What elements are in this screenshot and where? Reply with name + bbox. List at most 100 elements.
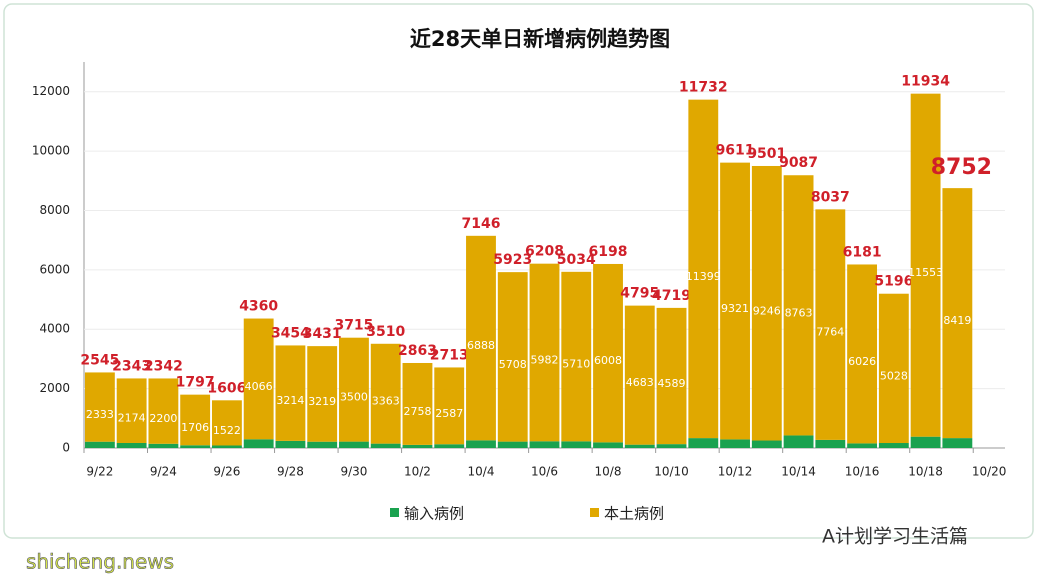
segment-label: 7764 [816,326,844,339]
y-tick-label: 2000 [39,381,70,395]
total-label: 5034 [557,252,596,268]
bar-segment [815,209,846,440]
y-tick-label: 8000 [39,203,70,217]
bar-segment [243,439,274,448]
bar-segment [466,235,496,441]
segment-label: 2333 [86,408,114,421]
bar-segment [910,436,941,448]
total-label: 11934 [901,74,950,90]
x-tick-label: 10/12 [718,465,753,479]
x-tick-label: 10/20 [972,465,1007,479]
segment-label: 9321 [721,302,749,315]
segment-label: 11553 [908,266,943,279]
bar-segment [529,263,560,442]
bar-segment [783,175,814,436]
segment-label: 2200 [149,412,177,425]
segment-label: 4066 [245,380,273,393]
total-label: 8037 [811,189,850,205]
total-label: 6181 [843,244,882,260]
total-label: 2343 [112,358,151,374]
bar-segment [656,444,687,448]
segment-label: 1522 [213,424,241,437]
bar-segment [211,400,242,446]
total-label: 4719 [652,288,691,304]
x-tick-label: 9/30 [340,465,367,479]
bar-segment [561,441,592,448]
segment-label: 8419 [943,314,971,327]
legend-label: 本土病例 [604,505,664,523]
x-tick-label: 10/4 [468,465,495,479]
segment-label: 11399 [686,270,721,283]
bar-segment [624,305,655,445]
bar-segment [402,444,433,448]
x-tick-label: 10/2 [404,465,431,479]
bar-segment [466,440,496,448]
total-label: 3510 [366,324,405,340]
total-label: 2342 [144,358,183,374]
x-tick-label: 10/6 [531,465,558,479]
legend-swatch [590,508,599,517]
y-tick-label: 6000 [39,262,70,276]
bar-segment [751,165,782,441]
bar-segment [116,378,147,443]
bar-segment [84,372,115,442]
bar-segment [751,440,782,448]
bar-segment [307,441,338,448]
segment-label: 6026 [848,355,876,368]
total-label: 3431 [303,326,342,342]
total-label: 7146 [461,216,500,232]
y-tick-label: 4000 [39,322,70,336]
x-tick-label: 9/28 [277,465,304,479]
segment-label: 3214 [276,394,304,407]
x-tick-label: 10/10 [654,465,689,479]
bar-segment [815,439,846,448]
total-label: 5923 [493,252,532,268]
y-tick-label: 0 [62,441,70,455]
y-tick-label: 12000 [32,84,70,98]
bar-segment [434,367,465,445]
bar-segment [243,318,274,440]
bar-segment [497,441,528,448]
bar-segment [593,263,623,443]
chart-title: 近28天单日新增病例趋势图 [410,27,670,51]
segment-label: 5708 [499,358,527,371]
bar-segment [720,162,750,440]
segment-label: 5028 [880,369,908,382]
total-label: 9501 [747,146,786,162]
chart-frame [3,3,1034,539]
bar-segment [847,443,878,448]
bar-segment [339,441,369,448]
total-label: 3454 [271,325,310,341]
legend-label: 输入病例 [404,505,464,523]
total-label: 5196 [874,274,913,290]
bar-segment [783,435,814,448]
bar-segment [370,443,401,448]
bar-segment [434,444,465,448]
total-label: 1797 [176,375,215,391]
segment-label: 3363 [372,395,400,408]
total-label: 6208 [525,244,564,260]
x-tick-label: 10/14 [781,465,816,479]
bar-segment [148,443,179,448]
total-label: 1606 [207,380,246,396]
bar-segment [688,438,719,448]
bar-segment [593,442,623,448]
total-label: 2713 [430,347,469,363]
bar-segment [720,439,750,448]
segment-label: 6008 [594,354,622,367]
bar-segment [307,346,338,442]
bar-segment [942,188,973,439]
bar-segment [878,293,909,444]
x-tick-label: 10/8 [595,465,622,479]
total-label: 2545 [80,352,119,368]
bar-segment [180,394,211,446]
segment-label: 2587 [435,407,463,420]
legend-swatch [390,508,399,517]
total-label: 6198 [589,244,628,260]
x-tick-label: 9/24 [150,465,177,479]
bar-segment [84,441,115,448]
x-tick-label: 10/16 [845,465,880,479]
segment-label: 3219 [308,395,336,408]
